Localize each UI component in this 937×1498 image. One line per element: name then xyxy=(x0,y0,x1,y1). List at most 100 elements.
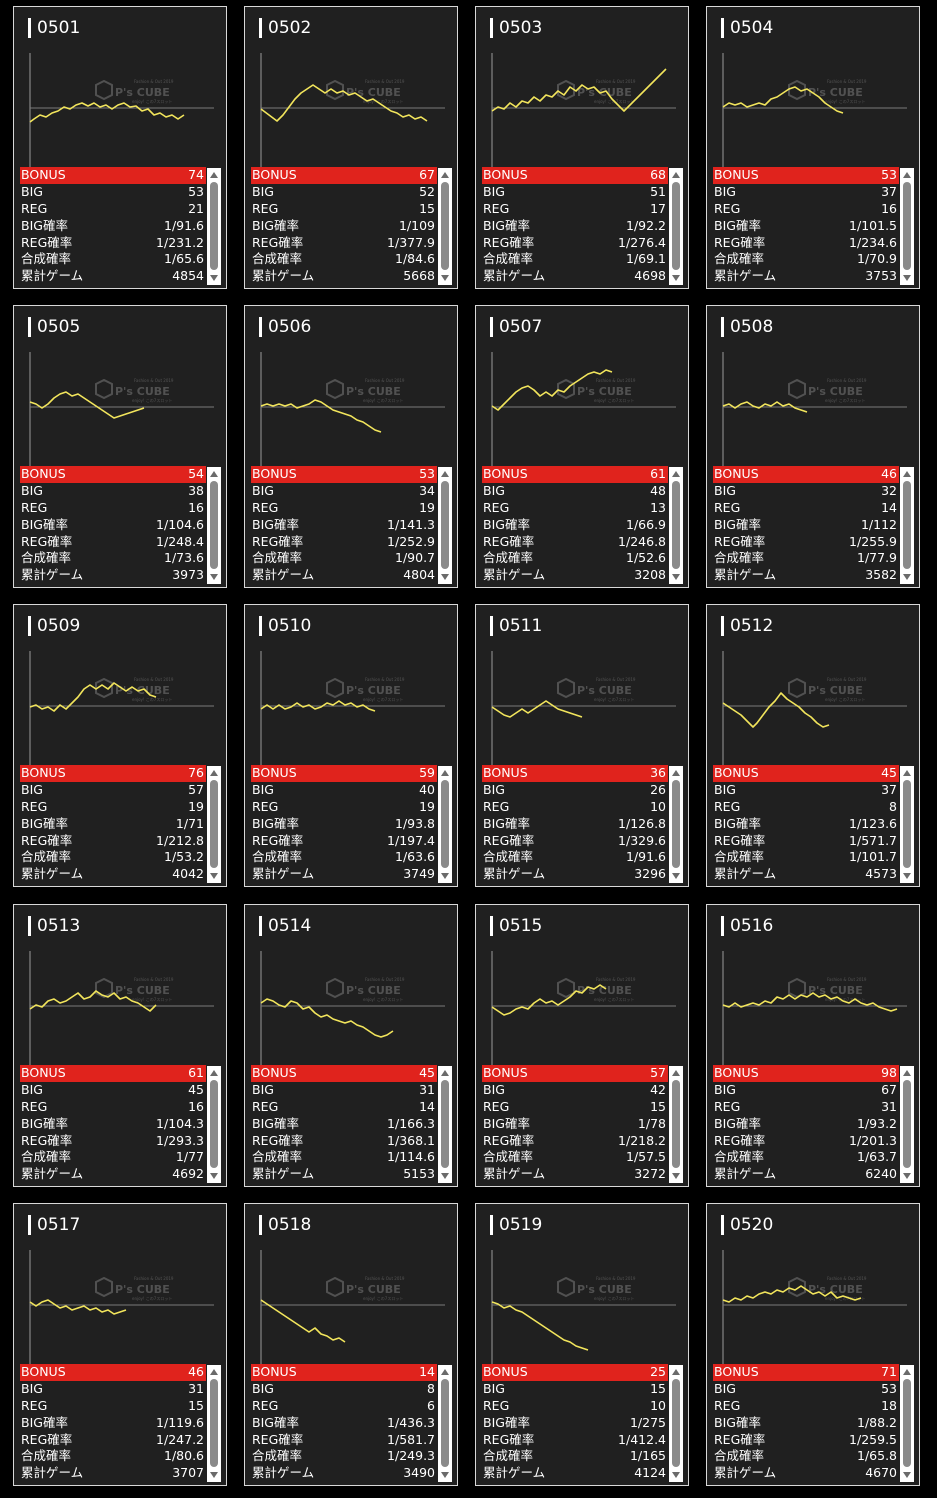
stats-scrollbar[interactable] xyxy=(669,766,683,883)
machine-card[interactable]: 0508 P's CUBE Fashion & Out 2019 enjoy! この7… xyxy=(706,305,920,588)
scroll-up-icon[interactable] xyxy=(903,1369,911,1375)
scroll-thumb[interactable] xyxy=(903,481,911,569)
scroll-up-icon[interactable] xyxy=(441,770,449,776)
stats-scrollbar[interactable] xyxy=(207,1365,221,1482)
machine-card[interactable]: 0517 P's CUBE Fashion & Out 2019 enjoy! この7… xyxy=(13,1203,227,1486)
machine-card[interactable]: 0509 P's CUBE Fashion & Out 2019 enjoy! この7… xyxy=(13,604,227,887)
scroll-thumb[interactable] xyxy=(903,1379,911,1467)
machine-card[interactable]: 0504 P's CUBE Fashion & Out 2019 enjoy! この7… xyxy=(706,6,920,289)
scroll-thumb[interactable] xyxy=(672,481,680,569)
scroll-down-icon[interactable] xyxy=(441,275,449,281)
stats-scrollbar[interactable] xyxy=(438,766,452,883)
machine-card[interactable]: 0507 P's CUBE Fashion & Out 2019 enjoy! この7… xyxy=(475,305,689,588)
scroll-thumb[interactable] xyxy=(672,780,680,868)
stats-scrollbar[interactable] xyxy=(207,168,221,285)
stats-scrollbar[interactable] xyxy=(900,1365,914,1482)
scroll-up-icon[interactable] xyxy=(441,471,449,477)
scroll-up-icon[interactable] xyxy=(441,172,449,178)
stats-scrollbar[interactable] xyxy=(900,1066,914,1183)
stats-scrollbar[interactable] xyxy=(900,766,914,883)
machine-card[interactable]: 0503 P's CUBE Fashion & Out 2019 enjoy! この7… xyxy=(475,6,689,289)
scroll-down-icon[interactable] xyxy=(210,873,218,879)
scroll-up-icon[interactable] xyxy=(903,1070,911,1076)
scroll-thumb[interactable] xyxy=(672,182,680,270)
scroll-thumb[interactable] xyxy=(672,1080,680,1168)
scroll-thumb[interactable] xyxy=(441,182,449,270)
stats-scrollbar[interactable] xyxy=(438,1066,452,1183)
machine-card[interactable]: 0506 P's CUBE Fashion & Out 2019 enjoy! この7… xyxy=(244,305,458,588)
machine-card[interactable]: 0515 P's CUBE Fashion & Out 2019 enjoy! この7… xyxy=(475,904,689,1187)
scroll-up-icon[interactable] xyxy=(672,770,680,776)
stats-scrollbar[interactable] xyxy=(207,467,221,584)
scroll-down-icon[interactable] xyxy=(441,873,449,879)
machine-card[interactable]: 0505 P's CUBE Fashion & Out 2019 enjoy! この7… xyxy=(13,305,227,588)
scroll-thumb[interactable] xyxy=(441,780,449,868)
machine-card[interactable]: 0513 P's CUBE Fashion & Out 2019 enjoy! この7… xyxy=(13,904,227,1187)
stats-scrollbar[interactable] xyxy=(669,467,683,584)
scroll-down-icon[interactable] xyxy=(903,574,911,580)
scroll-thumb[interactable] xyxy=(210,780,218,868)
scroll-down-icon[interactable] xyxy=(210,275,218,281)
scroll-thumb[interactable] xyxy=(903,780,911,868)
scroll-up-icon[interactable] xyxy=(672,1369,680,1375)
scroll-thumb[interactable] xyxy=(210,1080,218,1168)
machine-card[interactable]: 0511 P's CUBE Fashion & Out 2019 enjoy! この7… xyxy=(475,604,689,887)
stats-scrollbar[interactable] xyxy=(207,766,221,883)
scroll-thumb[interactable] xyxy=(210,1379,218,1467)
stats-scrollbar[interactable] xyxy=(669,1066,683,1183)
scroll-down-icon[interactable] xyxy=(903,1472,911,1478)
stats-scrollbar[interactable] xyxy=(438,168,452,285)
machine-card[interactable]: 0520 P's CUBE Fashion & Out 2019 enjoy! この7… xyxy=(706,1203,920,1486)
scroll-up-icon[interactable] xyxy=(441,1070,449,1076)
stats-scrollbar[interactable] xyxy=(900,168,914,285)
scroll-down-icon[interactable] xyxy=(903,873,911,879)
scroll-down-icon[interactable] xyxy=(672,1173,680,1179)
scroll-down-icon[interactable] xyxy=(672,873,680,879)
scroll-down-icon[interactable] xyxy=(672,275,680,281)
machine-card[interactable]: 0501 P's CUBE Fashion & Out 2019 enjoy! この7… xyxy=(13,6,227,289)
machine-card[interactable]: 0510 P's CUBE Fashion & Out 2019 enjoy! この7… xyxy=(244,604,458,887)
scroll-up-icon[interactable] xyxy=(903,770,911,776)
scroll-down-icon[interactable] xyxy=(903,1173,911,1179)
scroll-down-icon[interactable] xyxy=(672,1472,680,1478)
scroll-down-icon[interactable] xyxy=(210,1173,218,1179)
machine-card[interactable]: 0518 P's CUBE Fashion & Out 2019 enjoy! この7… xyxy=(244,1203,458,1486)
scroll-thumb[interactable] xyxy=(210,182,218,270)
scroll-down-icon[interactable] xyxy=(903,275,911,281)
scroll-down-icon[interactable] xyxy=(441,1472,449,1478)
machine-card[interactable]: 0502 P's CUBE Fashion & Out 2019 enjoy! この7… xyxy=(244,6,458,289)
scroll-thumb[interactable] xyxy=(441,1080,449,1168)
stats-scrollbar[interactable] xyxy=(900,467,914,584)
stats-scrollbar[interactable] xyxy=(669,168,683,285)
scroll-up-icon[interactable] xyxy=(672,1070,680,1076)
scroll-down-icon[interactable] xyxy=(672,574,680,580)
scroll-thumb[interactable] xyxy=(441,481,449,569)
scroll-down-icon[interactable] xyxy=(210,1472,218,1478)
scroll-down-icon[interactable] xyxy=(441,574,449,580)
scroll-thumb[interactable] xyxy=(903,182,911,270)
scroll-down-icon[interactable] xyxy=(441,1173,449,1179)
stats-scrollbar[interactable] xyxy=(438,1365,452,1482)
scroll-up-icon[interactable] xyxy=(210,1369,218,1375)
scroll-up-icon[interactable] xyxy=(903,471,911,477)
scroll-up-icon[interactable] xyxy=(441,1369,449,1375)
scroll-thumb[interactable] xyxy=(903,1080,911,1168)
scroll-up-icon[interactable] xyxy=(210,172,218,178)
scroll-up-icon[interactable] xyxy=(210,770,218,776)
scroll-thumb[interactable] xyxy=(441,1379,449,1467)
scroll-up-icon[interactable] xyxy=(672,471,680,477)
scroll-up-icon[interactable] xyxy=(672,172,680,178)
scroll-thumb[interactable] xyxy=(210,481,218,569)
stats-scrollbar[interactable] xyxy=(207,1066,221,1183)
machine-card[interactable]: 0516 P's CUBE Fashion & Out 2019 enjoy! この7… xyxy=(706,904,920,1187)
machine-card[interactable]: 0519 P's CUBE Fashion & Out 2019 enjoy! この7… xyxy=(475,1203,689,1486)
scroll-up-icon[interactable] xyxy=(903,172,911,178)
stats-scrollbar[interactable] xyxy=(669,1365,683,1482)
scroll-down-icon[interactable] xyxy=(210,574,218,580)
scroll-up-icon[interactable] xyxy=(210,471,218,477)
scroll-thumb[interactable] xyxy=(672,1379,680,1467)
stats-scrollbar[interactable] xyxy=(438,467,452,584)
machine-card[interactable]: 0514 P's CUBE Fashion & Out 2019 enjoy! この7… xyxy=(244,904,458,1187)
machine-card[interactable]: 0512 P's CUBE Fashion & Out 2019 enjoy! この7… xyxy=(706,604,920,887)
scroll-up-icon[interactable] xyxy=(210,1070,218,1076)
